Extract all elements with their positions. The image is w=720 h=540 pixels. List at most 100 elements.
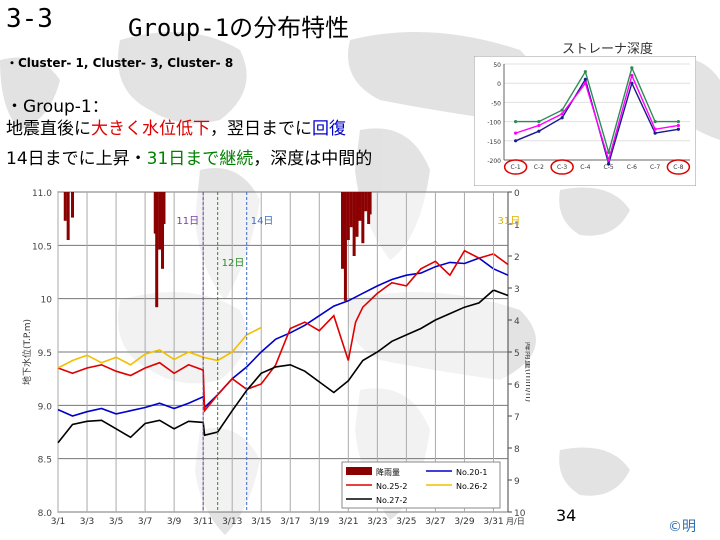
ytick-label-3: 9.5 (38, 349, 52, 359)
date-marker-label-3: 31日 (497, 216, 520, 227)
y-axis-label: 地下水位(T.P.m) (21, 319, 33, 385)
ytick-label-2: 10 (41, 296, 53, 306)
xtick-label-3: 3/7 (138, 517, 152, 527)
depth-point-1-3 (583, 81, 587, 85)
desc1-part-b: 大きく水位低下 (91, 119, 210, 139)
ytick-label-1: 10.5 (32, 242, 52, 252)
rainfall-bar-15 (361, 192, 365, 244)
y2tick-label-4: 4 (514, 317, 520, 327)
series-line-No.20-1 (57, 257, 509, 417)
rainfall-bar-10 (346, 192, 350, 240)
y2tick-label-7: 7 (514, 413, 520, 423)
rainfall-bar-9 (343, 192, 347, 301)
depth-point-1-4 (607, 158, 611, 162)
rainfall-bar-8 (341, 192, 345, 269)
depth-highlight-circle-0 (503, 159, 528, 175)
depth-point-2-2 (560, 108, 564, 112)
description-line-2: 14日までに上昇・31日まで継続，深度は中間的 (6, 144, 372, 169)
series-line-No.26-2 (57, 326, 262, 369)
depth-category-label-3: C-4 (580, 164, 590, 171)
xtick-label-14: 3/29 (454, 517, 474, 527)
depth-point-1-0 (514, 131, 518, 135)
xtick-label-10: 3/21 (338, 517, 358, 527)
depth-point-0-1 (537, 129, 541, 133)
xtick-label-5: 3/11 (193, 517, 213, 527)
rainfall-bar-12 (352, 192, 356, 256)
y2tick-label-3: 3 (514, 285, 520, 295)
depth-series-line-2 (515, 65, 679, 155)
rainfall-bar-1 (66, 192, 70, 240)
depth-point-2-4 (607, 150, 611, 154)
rainfall-bar-16 (364, 192, 368, 212)
slide-title: Group-1の分布特性 (128, 14, 350, 42)
legend-label-4: No.27-2 (376, 496, 407, 505)
rainfall-bar-5 (158, 192, 162, 250)
desc1-part-d: 回復 (312, 119, 346, 139)
rainfall-bar-14 (358, 192, 362, 221)
description-line-1: 地震直後に大きく水位低下，翌日までに回復 (6, 114, 346, 139)
xtick-label-7: 3/15 (251, 517, 271, 527)
depth-point-2-0 (514, 120, 518, 124)
depth-chart-title: ストレーナ深度 (562, 42, 654, 57)
rainfall-bar-6 (161, 192, 165, 269)
depth-category-label-5: C-6 (627, 164, 637, 171)
xtick-label-13: 3/27 (425, 517, 445, 527)
strainer-depth-chart: 50 0 -50 -100 -150 -200 C-1 C-2 C-3 C-4 C-5 C-6 C-7 C… (474, 56, 696, 186)
y2tick-label-5: 5 (514, 349, 520, 359)
depth-category-label-4: C-5 (604, 164, 614, 171)
legend-label-3: No.26-2 (456, 482, 487, 491)
legend-label-2: No.25-2 (376, 482, 407, 491)
cluster-list: ・Cluster- 1, Cluster- 3, Cluster- 8 (6, 56, 234, 70)
depth-point-2-3 (583, 70, 587, 74)
y2tick-label-9: 9 (514, 477, 520, 487)
depth-category-label-1: C-2 (534, 164, 544, 171)
xtick-label-8: 3/17 (280, 517, 300, 527)
xtick-label-15: 3/31 (483, 517, 503, 527)
y2tick-label-6: 6 (514, 381, 520, 391)
depth-point-1-7 (676, 123, 680, 128)
depth-series-line-1 (515, 73, 679, 163)
depth-ytick-label-0: 50 (493, 62, 501, 69)
depth-point-1-2 (560, 112, 564, 116)
depth-ytick-label-3: -100 (487, 120, 501, 127)
slide-number: 3-3 (6, 4, 53, 34)
depth-point-0-7 (676, 127, 680, 131)
depth-point-1-1 (537, 123, 541, 128)
depth-point-0-6 (653, 131, 657, 135)
depth-ytick-label-4: -150 (487, 139, 501, 146)
rainfall-bar-2 (71, 192, 75, 218)
depth-category-label-2: C-3 (557, 164, 567, 171)
depth-category-label-0: C-1 (511, 164, 521, 171)
xtick-label-6: 3/13 (222, 517, 242, 527)
desc1-part-a: 地震直後に (6, 119, 91, 139)
rainfall-bar-11 (349, 192, 353, 228)
depth-ytick-label-1: 0 (497, 81, 501, 88)
x-axis-label: 月/日 (506, 517, 525, 526)
xtick-label-1: 3/3 (80, 517, 94, 527)
y2tick-label-10: 10 (514, 509, 526, 519)
depth-point-1-5 (630, 73, 634, 78)
depth-point-0-3 (583, 77, 587, 81)
desc2-part-b: 31日まで継続 (146, 149, 254, 169)
depth-point-2-5 (630, 66, 634, 70)
rainfall-bar-7 (162, 192, 166, 224)
depth-ytick-label-2: -50 (491, 100, 501, 107)
series-line-No.25-2 (57, 249, 509, 413)
desc1-part-c: ，翌日までに (210, 119, 312, 139)
ytick-label-4: 9.0 (38, 402, 53, 412)
depth-category-label-7: C-8 (673, 164, 683, 171)
depth-point-0-2 (560, 116, 564, 120)
y2tick-label-1: 1 (514, 221, 520, 231)
depth-category-label-6: C-7 (650, 164, 660, 171)
group-heading: ・Group-1： (6, 97, 109, 117)
depth-point-0-5 (630, 81, 634, 85)
date-marker-label-0: 11日 (176, 216, 199, 227)
xtick-label-0: 3/1 (51, 517, 65, 527)
depth-ytick-label-5: -200 (487, 158, 501, 165)
xtick-label-4: 3/9 (167, 517, 182, 527)
legend-label-1: No.20-1 (456, 468, 487, 477)
legend-swatch-0 (346, 467, 372, 475)
xtick-label-12: 3/25 (396, 517, 416, 527)
depth-point-1-6 (653, 127, 657, 131)
